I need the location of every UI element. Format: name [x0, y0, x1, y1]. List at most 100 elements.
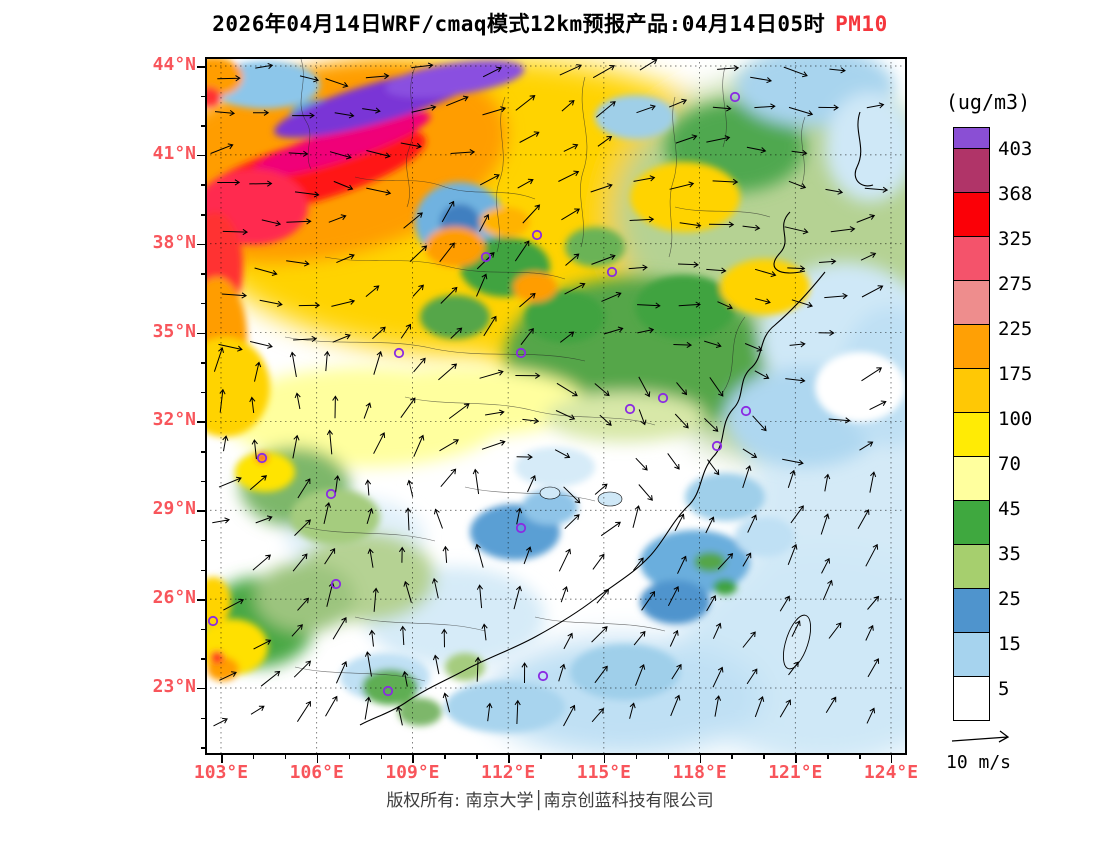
- x-axis-tick: [795, 755, 797, 763]
- colorbar-level-label: 70: [998, 453, 1021, 475]
- y-axis-tick: [197, 510, 205, 512]
- title-variable: PM10: [835, 12, 888, 36]
- x-axis-tick: [444, 755, 446, 759]
- city-marker: [537, 670, 549, 682]
- x-tick-label: 109°E: [385, 762, 440, 783]
- city-markers: [207, 91, 752, 697]
- graticule-grid: [205, 57, 907, 755]
- y-axis-tick: [197, 687, 205, 690]
- x-axis-tick: [763, 755, 765, 759]
- colorbar-segment: [953, 280, 990, 325]
- x-axis-tick: [252, 755, 255, 759]
- colorbar-segment: [953, 500, 990, 545]
- colorbar-segment: [953, 412, 990, 457]
- wind-vector-field: [210, 59, 889, 727]
- city-marker: [515, 522, 527, 534]
- coastline: [359, 111, 874, 726]
- y-axis-tick: [197, 243, 205, 246]
- colorbar-level-label: 35: [998, 543, 1021, 565]
- colorbar-segment: [953, 368, 990, 413]
- colorbar-segment: [953, 588, 990, 633]
- colorbar-level-label: 45: [998, 498, 1021, 520]
- pm10-field-details: [205, 57, 905, 733]
- x-axis-tick: [348, 755, 351, 759]
- y-axis-tick: [197, 599, 205, 601]
- x-axis-tick: [571, 755, 574, 759]
- map-canvas: [205, 57, 907, 755]
- y-axis-tick: [197, 154, 205, 157]
- wind-reference-label: 10 m/s: [946, 752, 1012, 773]
- city-marker: [729, 91, 741, 103]
- colorbar-level-label: 5: [998, 678, 1010, 700]
- title-text: 2026年04月14日WRF/cmaq模式12km预报产品:04月14日05时: [212, 12, 826, 36]
- x-axis-tick: [699, 755, 702, 763]
- y-axis-tick: [201, 717, 205, 720]
- y-tick-label: 29°N: [152, 498, 196, 520]
- city-marker: [330, 578, 342, 590]
- x-axis-tick: [540, 755, 542, 759]
- x-tick-label: 103°E: [193, 762, 249, 783]
- copyright-caption: 版权所有: 南京大学│南京创蓝科技有限公司: [386, 791, 714, 811]
- map-border: [205, 57, 907, 755]
- city-marker: [740, 405, 752, 417]
- colorbar-segment: [953, 192, 990, 237]
- y-axis-tick: [201, 569, 205, 572]
- city-marker: [606, 266, 618, 278]
- x-tick-label: 124°E: [863, 762, 919, 783]
- x-tick-label: 106°E: [289, 762, 344, 783]
- colorbar-level-label: 325: [998, 228, 1033, 250]
- x-axis-tick: [221, 755, 223, 763]
- province-boundaries: [284, 58, 806, 682]
- city-marker: [711, 440, 723, 452]
- x-tick-label: 118°E: [672, 762, 727, 783]
- island-taiwan: [782, 614, 812, 670]
- x-axis-tick: [284, 755, 287, 759]
- y-tick-label: 32°N: [152, 409, 196, 431]
- y-axis-tick: [201, 539, 205, 542]
- city-marker: [393, 347, 405, 359]
- colorbar-level-label: 225: [998, 318, 1033, 340]
- colorbar-segment: [953, 127, 990, 149]
- city-marker: [657, 392, 669, 404]
- y-axis-tick: [201, 214, 205, 216]
- colorbar-segment: [953, 456, 990, 501]
- y-axis-tick: [197, 332, 205, 335]
- city-marker: [382, 685, 394, 697]
- y-axis-tick: [197, 421, 205, 423]
- colorbar-level-label: 368: [998, 183, 1033, 205]
- city-marker: [480, 251, 492, 263]
- y-axis-tick: [201, 184, 205, 186]
- x-axis-tick: [380, 755, 383, 759]
- colorbar: [953, 127, 990, 721]
- colorbar-units-label: (ug/m3): [945, 90, 1031, 114]
- colorbar-level-label: 403: [998, 138, 1033, 160]
- y-axis-tick: [201, 451, 205, 453]
- city-marker: [624, 403, 636, 415]
- x-axis-tick: [667, 755, 670, 759]
- colorbar-segment: [953, 544, 990, 589]
- y-axis-tick: [201, 125, 205, 127]
- y-axis-tick: [201, 302, 205, 305]
- x-axis-tick: [412, 755, 414, 763]
- x-axis-tick: [635, 755, 638, 759]
- y-tick-label: 26°N: [152, 587, 196, 609]
- y-axis-tick: [201, 95, 205, 98]
- city-marker: [256, 452, 268, 464]
- x-axis-tick: [316, 755, 319, 763]
- lake: [539, 486, 561, 500]
- x-tick-label: 121°E: [768, 762, 823, 783]
- x-axis-tick: [731, 755, 733, 759]
- colorbar-segment: [953, 632, 990, 677]
- y-axis-tick: [201, 628, 205, 631]
- x-axis-tick: [476, 755, 478, 759]
- city-marker: [207, 615, 219, 627]
- colorbar-level-label: 100: [998, 408, 1033, 430]
- colorbar-level-label: 175: [998, 363, 1033, 385]
- y-tick-label: 41°N: [152, 142, 196, 164]
- colorbar-level-label: 25: [998, 588, 1021, 610]
- y-axis-tick: [201, 747, 205, 749]
- page-title: 2026年04月14日WRF/cmaq模式12km预报产品:04月14日05时 P…: [0, 8, 1100, 38]
- colorbar-segment: [953, 324, 990, 369]
- city-marker: [531, 229, 543, 241]
